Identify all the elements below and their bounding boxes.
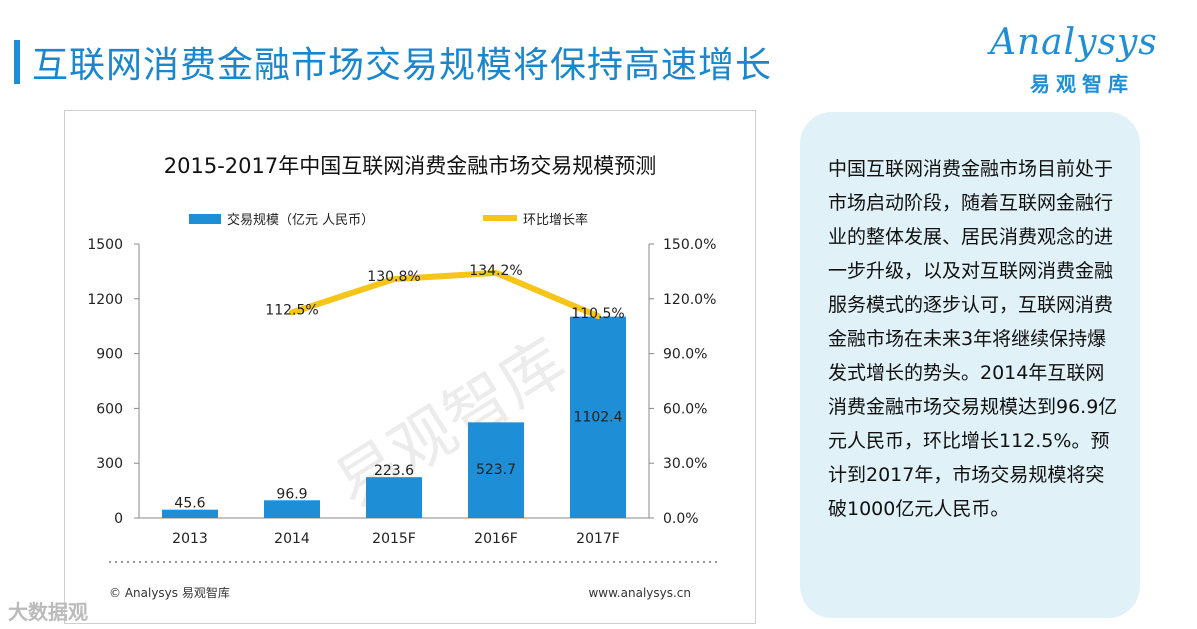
page-title: 互联网消费金融市场交易规模将保持高速增长: [32, 45, 773, 86]
y-tick-label: 900: [96, 347, 123, 363]
bar-value-label: 523.7: [476, 462, 516, 478]
legend-line-label: 环比增长率: [523, 212, 588, 228]
y-tick-label: 0: [114, 511, 123, 527]
bar: [570, 316, 626, 518]
analysys-logo: Analysys 易观智库: [990, 22, 1170, 102]
growth-label: 112.5%: [265, 303, 318, 319]
bar: [162, 509, 218, 518]
logo-chinese-name: 易观智库: [1030, 72, 1134, 96]
bar: [264, 500, 320, 518]
chart-panel: 易观智库 2015-2017年中国互联网消费金融市场交易规模预测交易规模（亿元 人…: [64, 110, 756, 624]
summary-panel: 中国互联网消费金融市场目前处于市场启动阶段，随着互联网金融行业的整体发展、居民消…: [800, 112, 1140, 618]
bar: [468, 422, 524, 518]
site-url: www.analysys.cn: [588, 586, 691, 600]
x-tick-label: 2017F: [576, 531, 620, 547]
growth-line: [289, 269, 601, 320]
bar-value-label: 1102.4: [574, 409, 623, 425]
bar-value-label: 96.9: [276, 486, 307, 502]
growth-label: 130.8%: [367, 269, 420, 285]
x-tick-label: 2016F: [474, 531, 518, 547]
bar-value-label: 223.6: [374, 463, 414, 479]
legend-bar-label: 交易规模（亿元 人民币）: [227, 212, 374, 228]
legend-bar-swatch: [189, 214, 221, 224]
copyright-text: © Analysys 易观智库: [109, 585, 230, 600]
title-accent-bar: [14, 40, 20, 84]
y2-tick-label: 60.0%: [663, 401, 707, 417]
y-tick-label: 600: [96, 401, 123, 417]
bar-value-label: 45.6: [174, 496, 205, 512]
y-tick-label: 1200: [87, 292, 123, 308]
y2-tick-label: 90.0%: [663, 347, 707, 363]
y-tick-label: 1500: [87, 237, 123, 253]
legend-line-swatch: [483, 215, 517, 221]
watermark-text: 易观智库: [323, 325, 579, 523]
x-tick-label: 2014: [274, 531, 310, 547]
growth-label: 134.2%: [469, 263, 522, 279]
summary-text: 中国互联网消费金融市场目前处于市场启动阶段，随着互联网金融行业的整体发展、居民消…: [828, 158, 1118, 520]
x-tick-label: 2015F: [372, 531, 416, 547]
chart-title: 2015-2017年中国互联网消费金融市场交易规模预测: [164, 154, 656, 178]
logo-wordmark: Analysys: [990, 22, 1158, 63]
y2-tick-label: 0.0%: [663, 511, 699, 527]
y2-tick-label: 120.0%: [663, 292, 716, 308]
bar: [366, 477, 422, 518]
y2-tick-label: 150.0%: [663, 237, 716, 253]
y2-tick-label: 30.0%: [663, 456, 707, 472]
y-tick-label: 300: [96, 456, 123, 472]
brand-watermark: 大数据观: [8, 600, 88, 624]
x-tick-label: 2013: [172, 531, 208, 547]
growth-label: 110.5%: [571, 306, 624, 322]
